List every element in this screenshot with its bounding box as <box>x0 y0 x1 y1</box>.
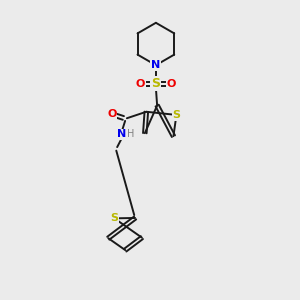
Text: S: S <box>172 110 180 120</box>
Text: N: N <box>151 60 160 70</box>
Text: O: O <box>136 79 145 89</box>
Text: N: N <box>117 129 126 140</box>
Text: S: S <box>152 77 160 90</box>
Text: H: H <box>127 129 135 139</box>
Text: O: O <box>167 79 176 89</box>
Text: O: O <box>107 109 117 119</box>
Text: S: S <box>110 213 118 223</box>
